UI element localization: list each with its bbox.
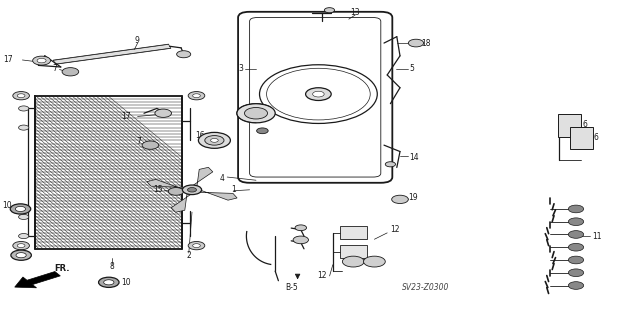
Text: 13: 13 — [350, 8, 360, 17]
Text: 19: 19 — [408, 193, 418, 202]
Circle shape — [142, 141, 159, 149]
FancyBboxPatch shape — [340, 245, 367, 258]
Circle shape — [182, 185, 202, 195]
Circle shape — [155, 109, 172, 117]
Text: 7: 7 — [136, 137, 141, 146]
Circle shape — [568, 231, 584, 238]
Circle shape — [11, 250, 31, 260]
Circle shape — [342, 256, 364, 267]
Circle shape — [568, 205, 584, 213]
Circle shape — [324, 8, 335, 13]
Circle shape — [237, 104, 275, 123]
Circle shape — [19, 214, 29, 219]
Text: 7: 7 — [52, 64, 58, 73]
Circle shape — [10, 204, 31, 214]
Polygon shape — [193, 167, 213, 186]
Circle shape — [267, 68, 370, 120]
Circle shape — [37, 58, 46, 63]
Text: SV23-Z0300: SV23-Z0300 — [402, 283, 449, 292]
Circle shape — [33, 56, 51, 65]
Circle shape — [188, 188, 196, 192]
Circle shape — [568, 243, 584, 251]
Circle shape — [392, 195, 408, 204]
Text: 9: 9 — [134, 36, 140, 45]
Polygon shape — [200, 190, 237, 200]
Circle shape — [193, 94, 200, 98]
Text: 18: 18 — [421, 39, 431, 48]
Circle shape — [188, 92, 205, 100]
Text: 10: 10 — [122, 278, 131, 287]
Polygon shape — [53, 44, 171, 64]
Text: 6: 6 — [594, 133, 599, 142]
Circle shape — [99, 277, 119, 287]
Text: 5: 5 — [410, 64, 415, 73]
Circle shape — [568, 218, 584, 226]
Circle shape — [257, 128, 268, 134]
FancyBboxPatch shape — [570, 127, 593, 149]
Circle shape — [306, 88, 332, 100]
Circle shape — [293, 236, 308, 244]
Circle shape — [568, 256, 584, 264]
Text: 8: 8 — [109, 262, 115, 271]
Text: 16: 16 — [195, 131, 205, 140]
Text: 3: 3 — [238, 64, 243, 73]
Circle shape — [177, 51, 191, 58]
Text: 11: 11 — [592, 232, 602, 241]
Circle shape — [19, 125, 29, 130]
Circle shape — [188, 241, 205, 250]
Polygon shape — [15, 271, 60, 288]
Circle shape — [193, 244, 200, 248]
Circle shape — [260, 65, 378, 123]
Text: 17: 17 — [3, 55, 13, 63]
Polygon shape — [147, 179, 184, 189]
Text: 12: 12 — [390, 225, 400, 234]
FancyBboxPatch shape — [340, 226, 367, 239]
Circle shape — [104, 280, 114, 285]
Circle shape — [198, 132, 230, 148]
Text: 15: 15 — [154, 185, 163, 194]
Circle shape — [19, 234, 29, 239]
Text: 14: 14 — [410, 153, 419, 162]
Circle shape — [17, 244, 25, 248]
Circle shape — [16, 253, 26, 258]
Text: 17: 17 — [122, 112, 131, 121]
Circle shape — [408, 39, 424, 47]
Circle shape — [568, 269, 584, 277]
Circle shape — [364, 256, 385, 267]
Circle shape — [295, 225, 307, 231]
Circle shape — [312, 91, 324, 97]
Circle shape — [244, 108, 268, 119]
Circle shape — [13, 241, 29, 250]
Circle shape — [168, 188, 184, 195]
Text: 6: 6 — [582, 120, 588, 129]
Text: 4: 4 — [219, 174, 224, 182]
Text: 2: 2 — [186, 251, 191, 260]
Circle shape — [15, 206, 26, 211]
Circle shape — [17, 94, 25, 98]
Circle shape — [13, 92, 29, 100]
Circle shape — [19, 106, 29, 111]
Circle shape — [205, 136, 224, 145]
Polygon shape — [171, 194, 191, 212]
Circle shape — [568, 282, 584, 289]
Text: 10: 10 — [2, 201, 12, 210]
Circle shape — [385, 162, 396, 167]
Text: 12: 12 — [317, 271, 326, 280]
Text: FR.: FR. — [54, 264, 70, 273]
FancyBboxPatch shape — [558, 114, 581, 137]
Circle shape — [62, 68, 79, 76]
Text: 1: 1 — [232, 185, 236, 194]
Text: B-5: B-5 — [285, 283, 298, 292]
Circle shape — [211, 138, 218, 142]
